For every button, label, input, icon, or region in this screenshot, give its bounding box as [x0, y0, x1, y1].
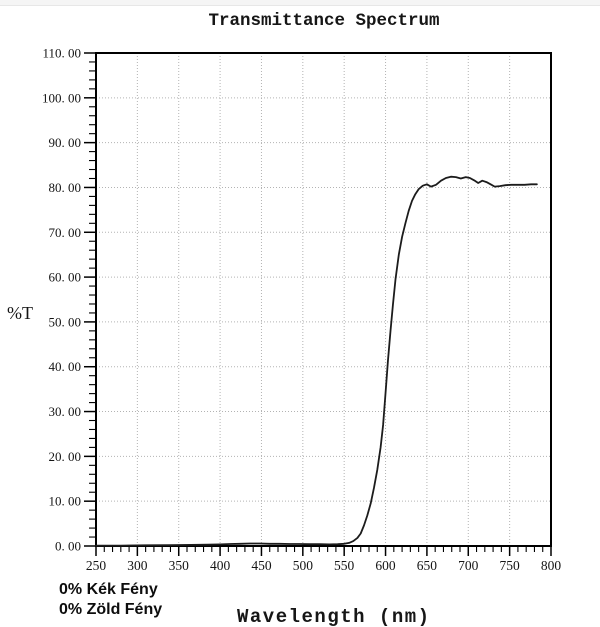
y-tick-label: 110. 00	[42, 46, 81, 61]
y-tick-label: 10. 00	[49, 494, 82, 509]
y-tick-label: 100. 00	[42, 90, 81, 105]
transmittance-curve	[95, 175, 538, 547]
x-tick-label: 750	[500, 558, 521, 573]
x-tick-label: 250	[86, 558, 107, 573]
y-tick-label: 0. 00	[55, 539, 81, 554]
y-tick-label: 90. 00	[49, 135, 82, 150]
y-tick-label: 60. 00	[49, 270, 82, 285]
x-tick-label: 700	[458, 558, 479, 573]
annotation-blue-light: 0% Kék Fény	[59, 581, 158, 598]
annotation-green-light: 0% Zöld Fény	[59, 601, 163, 618]
x-tick-label: 600	[375, 558, 396, 573]
window-top-strip	[0, 0, 600, 6]
x-tick-label: 400	[210, 558, 231, 573]
x-axis-title: Wavelength (nm)	[237, 606, 431, 627]
x-tick-label: 500	[293, 558, 314, 573]
y-tick-label: 50. 00	[49, 314, 82, 329]
plot-border	[95, 52, 552, 547]
x-tick-label: 650	[417, 558, 438, 573]
y-tick-label: 40. 00	[49, 359, 82, 374]
x-tick-label: 300	[127, 558, 148, 573]
y-tick-label: 80. 00	[49, 180, 82, 195]
x-tick-label: 550	[334, 558, 355, 573]
x-tick-label: 800	[541, 558, 562, 573]
chart-title: Transmittance Spectrum	[208, 11, 440, 31]
x-tick-label: 450	[251, 558, 272, 573]
y-tick-label: 30. 00	[49, 404, 82, 419]
y-tick-label: 20. 00	[49, 449, 82, 464]
y-tick-label: 70. 00	[49, 225, 82, 240]
x-tick-label: 350	[169, 558, 190, 573]
y-axis-title: %T	[7, 303, 33, 323]
